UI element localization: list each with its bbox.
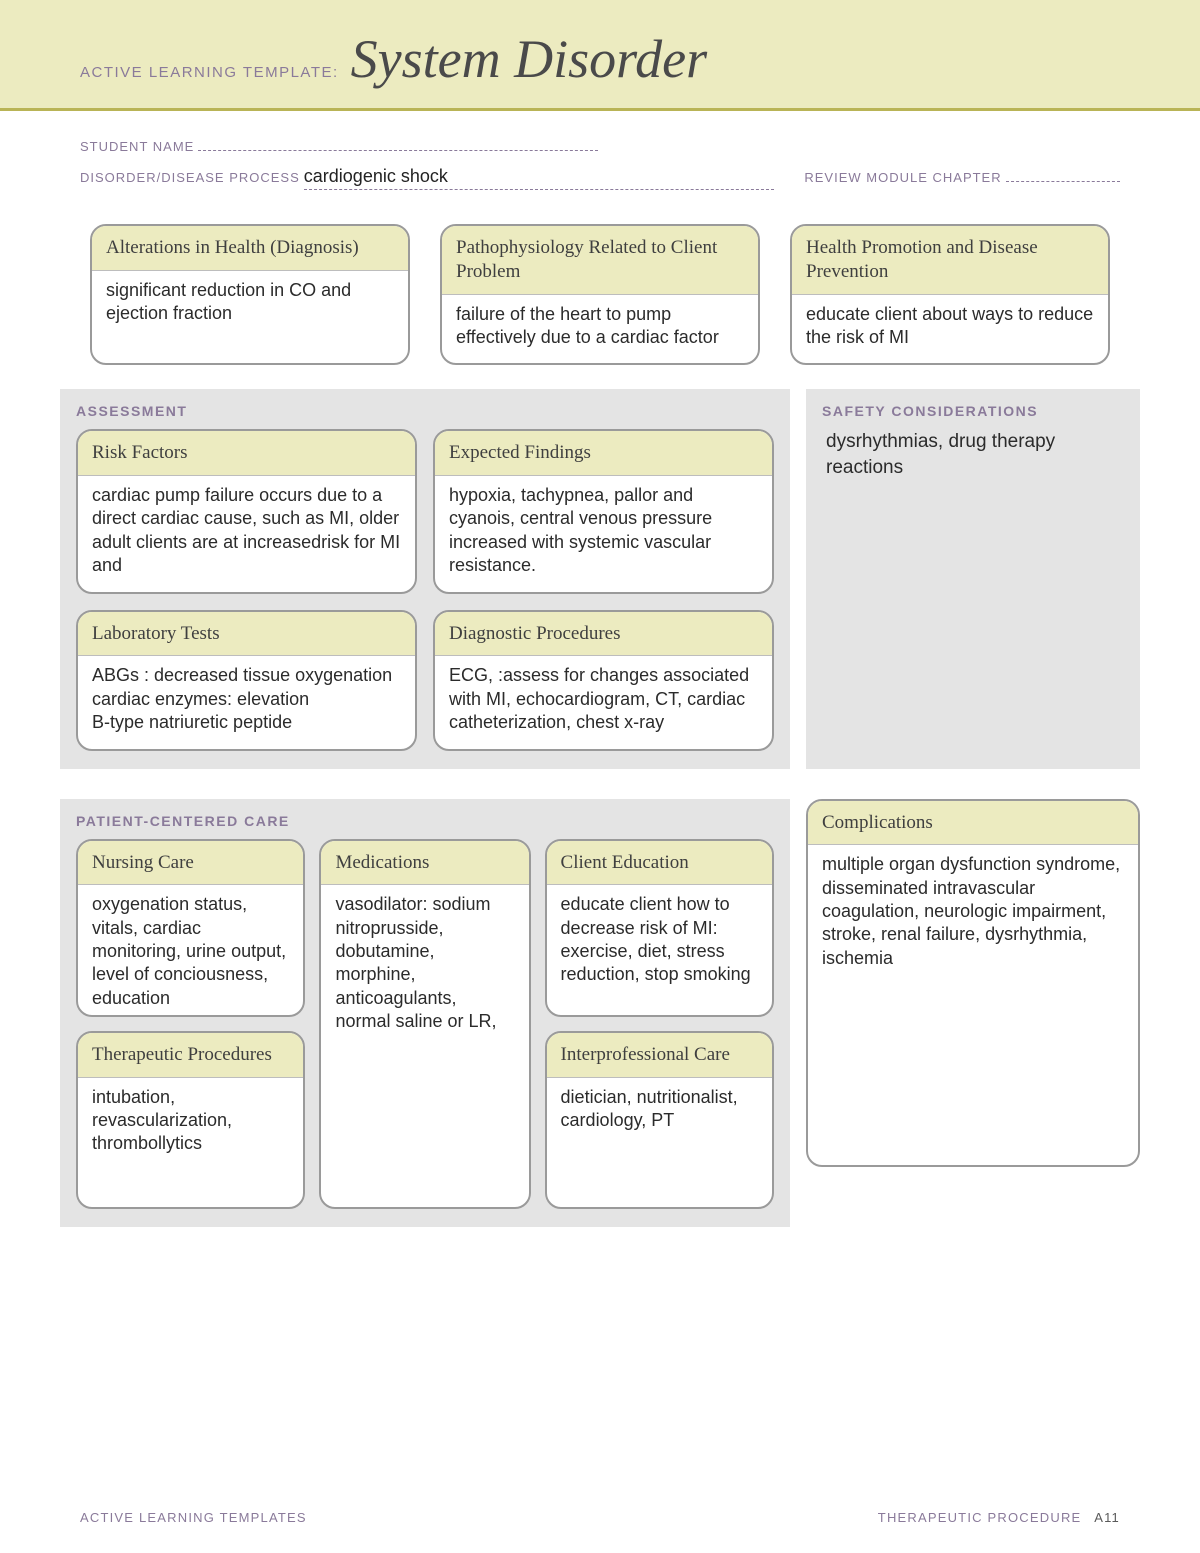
risk-factors-card: Risk Factors cardiac pump failure occurs… (76, 429, 417, 593)
therapeutic-procedures-card: Therapeutic Procedures intubation, revas… (76, 1031, 305, 1209)
labs-title: Laboratory Tests (78, 612, 415, 657)
promo-title: Health Promotion and Disease Prevention (792, 226, 1108, 295)
interprofessional-care-card: Interprofessional Care dietician, nutrit… (545, 1031, 774, 1209)
therapeutic-title: Therapeutic Procedures (78, 1033, 303, 1078)
patho-body: failure of the heart to pump effectively… (442, 295, 758, 364)
page-title: System Disorder (351, 28, 707, 90)
alterations-body: significant reduction in CO and ejection… (92, 271, 408, 340)
diag-body: ECG, :assess for changes associated with… (435, 656, 772, 748)
safety-label: SAFETY CONSIDERATIONS (822, 403, 1124, 419)
complications-title: Complications (808, 801, 1138, 846)
findings-title: Expected Findings (435, 431, 772, 476)
meds-title: Medications (321, 841, 528, 886)
safety-body: dysrhythmias, drug therapy reactions (822, 423, 1124, 486)
meds-body: vasodilator: sodium nitroprusside, dobut… (321, 885, 528, 1125)
disorder-label: DISORDER/DISEASE PROCESS (80, 170, 300, 185)
top-box-row: Alterations in Health (Diagnosis) signif… (60, 224, 1140, 389)
review-chapter-field[interactable] (1006, 160, 1120, 182)
inter-title: Interprofessional Care (547, 1033, 772, 1078)
pcc-label: PATIENT-CENTERED CARE (76, 813, 774, 829)
nursing-body: oxygenation status, vitals, cardiac moni… (78, 885, 303, 1016)
alterations-card: Alterations in Health (Diagnosis) signif… (90, 224, 410, 365)
pcc-grid: Nursing Care oxygenation status, vitals,… (76, 839, 774, 1209)
diagnostic-procedures-card: Diagnostic Procedures ECG, :assess for c… (433, 610, 774, 751)
education-body: educate client how to decrease risk of M… (547, 885, 772, 1001)
footer-right-text: THERAPEUTIC PROCEDURE (878, 1510, 1082, 1525)
header-row: ACTIVE LEARNING TEMPLATE: System Disorde… (80, 28, 1120, 90)
complications-card: Complications multiple organ dysfunction… (806, 799, 1140, 1168)
pcc-section: PATIENT-CENTERED CARE Nursing Care oxyge… (60, 799, 790, 1227)
footer: ACTIVE LEARNING TEMPLATES THERAPEUTIC PR… (80, 1510, 1120, 1525)
assessment-section: ASSESSMENT Risk Factors cardiac pump fai… (60, 389, 790, 768)
student-name-row: STUDENT NAME (80, 129, 1120, 154)
risk-title: Risk Factors (78, 431, 415, 476)
therapeutic-body: intubation, revascularization, thromboll… (78, 1078, 303, 1198)
nursing-title: Nursing Care (78, 841, 303, 886)
content-area: Alterations in Health (Diagnosis) signif… (0, 224, 1200, 1287)
footer-page: A11 (1094, 1510, 1120, 1525)
student-name-field[interactable] (198, 129, 598, 151)
client-education-card: Client Education educate client how to d… (545, 839, 774, 1017)
student-name-label: STUDENT NAME (80, 139, 194, 154)
header-band: ACTIVE LEARNING TEMPLATE: System Disorde… (0, 0, 1200, 111)
promo-body: educate client about ways to reduce the … (792, 295, 1108, 364)
page-root: ACTIVE LEARNING TEMPLATE: System Disorde… (0, 0, 1200, 1287)
disorder-row: DISORDER/DISEASE PROCESS cardiogenic sho… (80, 160, 1120, 190)
diag-title: Diagnostic Procedures (435, 612, 772, 657)
footer-left: ACTIVE LEARNING TEMPLATES (80, 1510, 307, 1525)
nursing-care-card: Nursing Care oxygenation status, vitals,… (76, 839, 305, 1017)
medications-card: Medications vasodilator: sodium nitropru… (319, 839, 530, 1209)
pcc-complications-row: PATIENT-CENTERED CARE Nursing Care oxyge… (60, 799, 1140, 1227)
complications-body: multiple organ dysfunction syndrome, dis… (808, 845, 1138, 1165)
promo-card: Health Promotion and Disease Prevention … (790, 224, 1110, 365)
risk-body: cardiac pump failure occurs due to a dir… (78, 476, 415, 592)
complications-column: Complications multiple organ dysfunction… (806, 799, 1140, 1227)
safety-section: SAFETY CONSIDERATIONS dysrhythmias, drug… (806, 389, 1140, 768)
review-chapter-label: REVIEW MODULE CHAPTER (804, 170, 1001, 185)
patho-card: Pathophysiology Related to Client Proble… (440, 224, 760, 365)
inter-body: dietician, nutritionalist, cardiology, P… (547, 1078, 772, 1198)
laboratory-tests-card: Laboratory Tests ABGs : decreased tissue… (76, 610, 417, 751)
labs-body: ABGs : decreased tissue oxygenation card… (78, 656, 415, 748)
findings-body: hypoxia, tachypnea, pallor and cyanois, … (435, 476, 772, 592)
alterations-title: Alterations in Health (Diagnosis) (92, 226, 408, 271)
disorder-field[interactable]: cardiogenic shock (304, 166, 775, 190)
meta-block: STUDENT NAME DISORDER/DISEASE PROCESS ca… (0, 111, 1200, 224)
assessment-label: ASSESSMENT (76, 403, 774, 419)
assessment-grid: Risk Factors cardiac pump failure occurs… (76, 429, 774, 750)
patho-title: Pathophysiology Related to Client Proble… (442, 226, 758, 295)
template-label: ACTIVE LEARNING TEMPLATE: (80, 64, 339, 81)
footer-right: THERAPEUTIC PROCEDURE A11 (878, 1510, 1120, 1525)
education-title: Client Education (547, 841, 772, 886)
expected-findings-card: Expected Findings hypoxia, tachypnea, pa… (433, 429, 774, 593)
assessment-safety-row: ASSESSMENT Risk Factors cardiac pump fai… (60, 389, 1140, 768)
